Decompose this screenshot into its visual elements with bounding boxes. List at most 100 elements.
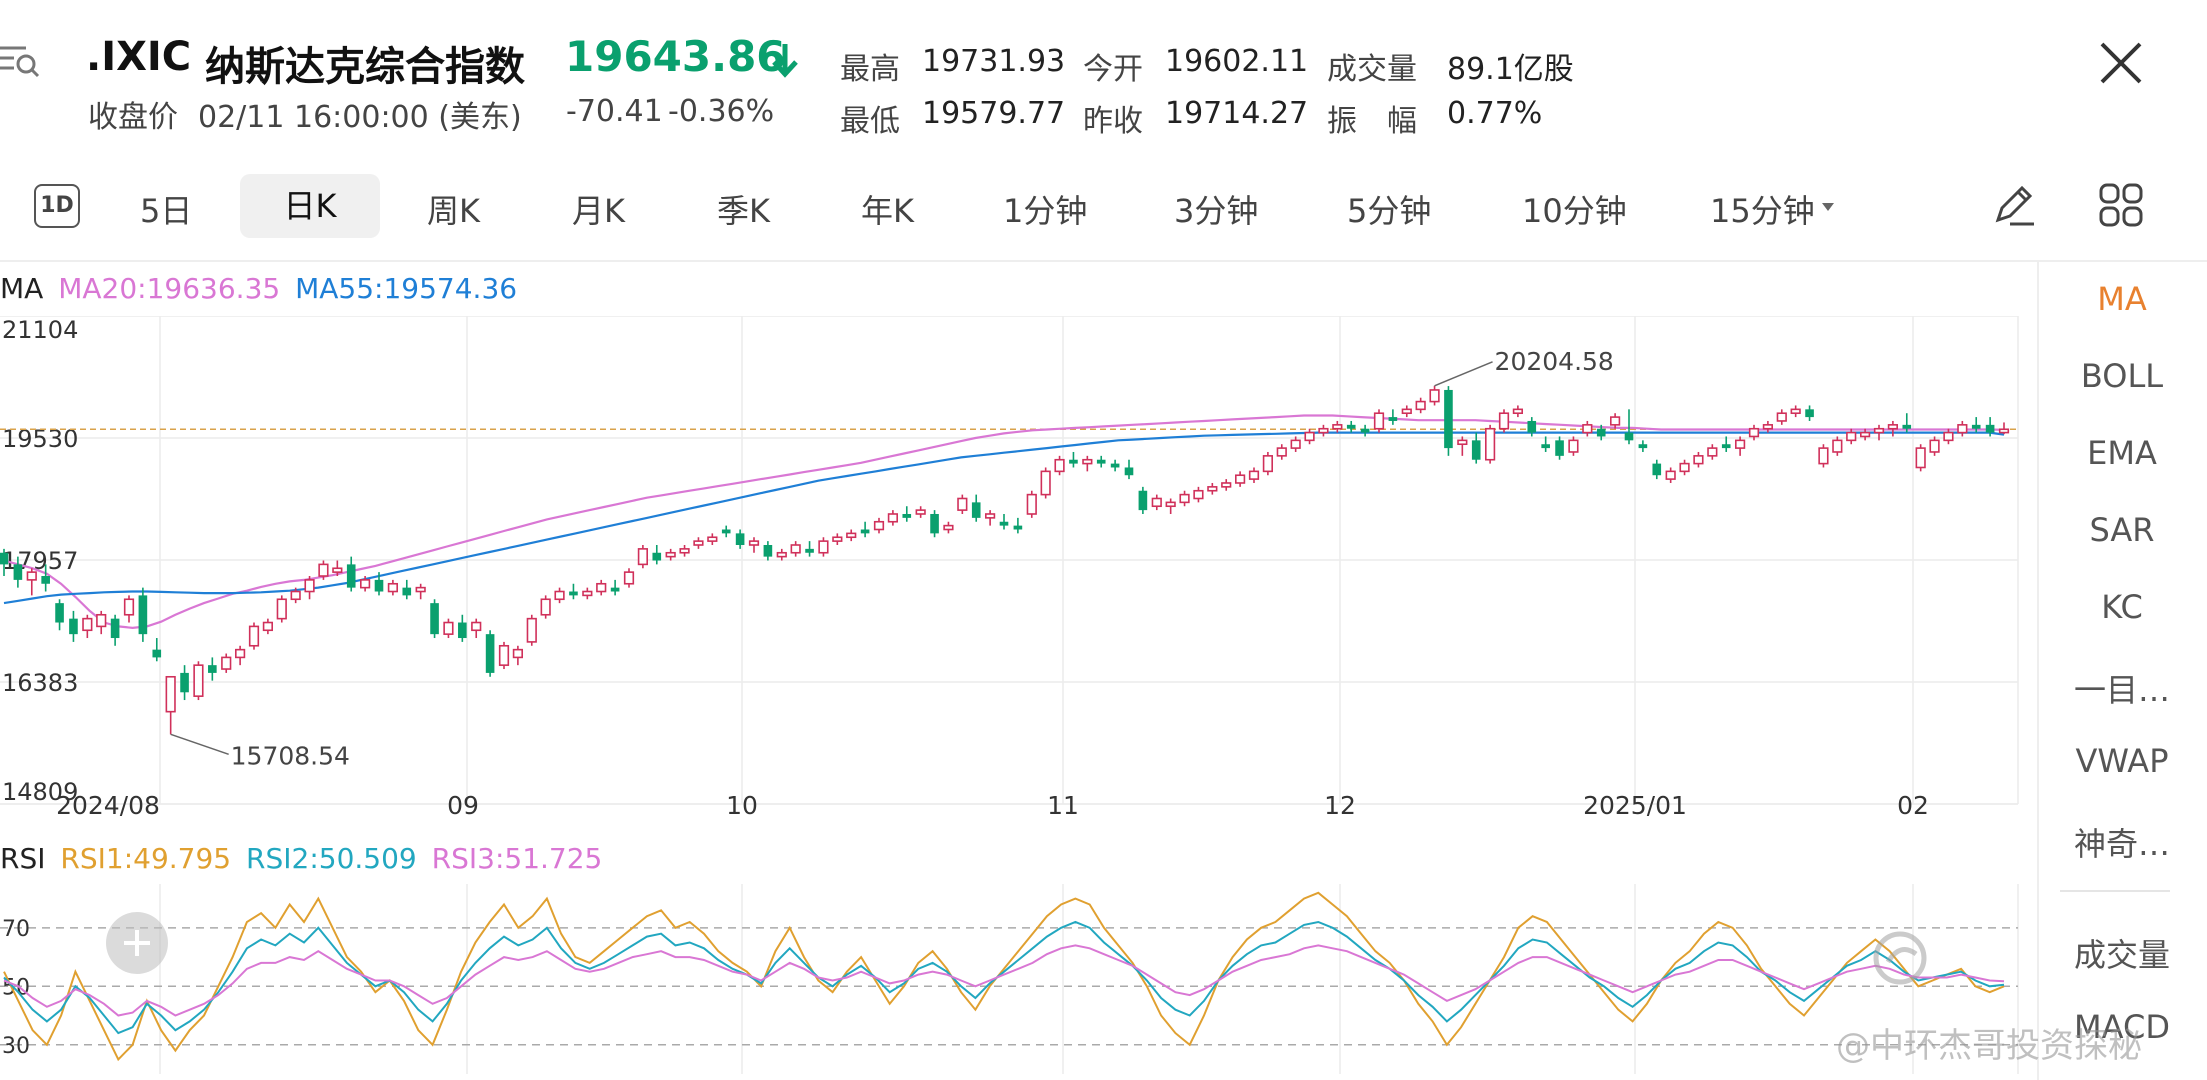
indicator-vwap[interactable]: VWAP — [2075, 742, 2169, 780]
rsi-legend-title: RSI — [0, 842, 46, 875]
candle-body — [985, 513, 996, 519]
candle-body — [1582, 424, 1593, 434]
candle-body — [221, 656, 232, 670]
candle-body — [679, 548, 690, 554]
tab-daily-k[interactable]: 日K — [240, 174, 380, 238]
tab-monthly-k[interactable]: 月K — [572, 192, 625, 230]
candle-body — [1805, 409, 1814, 418]
tab-5d[interactable]: 5日 — [140, 192, 193, 230]
y-tick-label: 16383 — [2, 669, 78, 697]
tab-15min[interactable]: 15分钟 — [1710, 192, 1815, 230]
candle-body — [748, 540, 760, 546]
tab-quarterly-k[interactable]: 季K — [717, 192, 770, 230]
indicator-ma[interactable]: MA — [2097, 280, 2147, 318]
high-annotation-leader — [1434, 361, 1493, 387]
rsi1-legend: RSI1:49.795 — [60, 842, 232, 875]
indicator-sar[interactable]: SAR — [2089, 511, 2155, 549]
candle-body — [610, 587, 620, 592]
candle-body — [1471, 440, 1481, 460]
candle-body — [276, 598, 287, 620]
candle-body — [165, 675, 176, 713]
low-annotation-leader — [170, 733, 229, 756]
tab-yearly-k[interactable]: 年K — [861, 192, 914, 230]
indicator-ichimoku[interactable]: 一目… — [2073, 671, 2170, 709]
add-indicator-button[interactable] — [106, 912, 168, 974]
indicator-ema[interactable]: EMA — [2087, 434, 2157, 472]
candle-body — [1915, 447, 1926, 469]
candle-body — [902, 513, 912, 518]
stat-open-value: 19602.11 — [1165, 44, 1309, 79]
candle-body — [1527, 420, 1537, 433]
x-tick-label: 2024/08 — [56, 791, 160, 816]
rsi2-legend: RSI2:50.509 — [246, 842, 417, 875]
candle-body — [346, 564, 356, 588]
candle-body — [1026, 493, 1037, 515]
x-tick-label: 11 — [1047, 791, 1079, 816]
candle-body — [1943, 431, 1954, 442]
right-panel-divider — [2037, 262, 2039, 1080]
symbol-code: .IXIC — [86, 34, 192, 80]
y-tick-label: 21104 — [2, 316, 78, 344]
indicator-boll[interactable]: BOLL — [2080, 357, 2164, 395]
close-time: 02/11 16:00:00 (美东) — [198, 100, 522, 135]
tab-10min[interactable]: 10分钟 — [1522, 192, 1627, 230]
indicator-kc[interactable]: KC — [2101, 588, 2143, 626]
candle-body — [596, 582, 607, 593]
candle-body — [623, 571, 635, 585]
candle-body — [887, 513, 898, 523]
indicator-volume[interactable]: 成交量 — [2073, 936, 2170, 974]
candle-body — [1040, 470, 1051, 496]
candle-body — [1124, 467, 1134, 476]
candle-body — [776, 551, 787, 558]
candle-body — [1846, 431, 1857, 442]
stat-low-value: 19579.77 — [922, 96, 1066, 131]
candle-body — [971, 502, 981, 518]
indicator-divider — [2060, 890, 2170, 892]
indicator-magic[interactable]: 神奇… — [2073, 825, 2170, 863]
candle-body — [1873, 427, 1885, 434]
candle-body — [387, 582, 398, 593]
pencil-icon[interactable] — [1990, 180, 2038, 232]
candle-body — [0, 552, 9, 565]
candle-body — [415, 586, 426, 593]
chevron-down-icon[interactable] — [1820, 198, 1836, 217]
candle-body — [1665, 470, 1676, 480]
tab-weekly-k[interactable]: 周K — [427, 192, 480, 230]
x-tick-label: 12 — [1324, 791, 1356, 816]
candle-body — [1207, 486, 1218, 492]
candle-body — [248, 625, 260, 647]
candlestick-chart[interactable]: 211041953017957163831480920204.5815708.5… — [0, 316, 2030, 816]
tab-1d[interactable]: 1D — [34, 184, 80, 228]
candle-body — [1555, 440, 1564, 456]
candle-body — [1262, 455, 1273, 473]
tab-1min[interactable]: 1分钟 — [1003, 192, 1088, 230]
candle-body — [498, 644, 510, 666]
ma55-legend: MA55:19574.36 — [295, 272, 518, 305]
candle-body — [1735, 439, 1746, 449]
tab-3min[interactable]: 3分钟 — [1174, 192, 1259, 230]
x-tick-label: 10 — [726, 791, 758, 816]
candle-body — [1360, 428, 1370, 433]
x-tick-label: 2025/01 — [1583, 791, 1687, 816]
candle-body — [152, 649, 162, 658]
candle-body — [1541, 444, 1550, 449]
candle-body — [957, 497, 968, 511]
close-label: 收盘价 — [88, 100, 178, 135]
stat-prev-close-value: 19714.27 — [1165, 96, 1309, 131]
candle-body — [360, 579, 371, 589]
candle-body — [1013, 525, 1023, 530]
candle-body — [582, 590, 593, 597]
symbol-name: 纳斯达克综合指数 — [205, 44, 525, 90]
rsi2-line — [3, 920, 2005, 1035]
grid-icon[interactable] — [2098, 182, 2144, 232]
close-icon[interactable] — [2098, 40, 2144, 90]
tab-5min[interactable]: 5分钟 — [1347, 192, 1432, 230]
indicator-macd[interactable]: MACD — [2074, 1008, 2170, 1046]
menu-search-icon[interactable] — [0, 40, 40, 80]
candle-body — [1985, 424, 1995, 433]
candle-body — [735, 533, 745, 545]
candle-body — [1776, 412, 1787, 422]
candle-body — [318, 563, 329, 577]
ma20-legend: MA20:19636.35 — [58, 272, 281, 305]
